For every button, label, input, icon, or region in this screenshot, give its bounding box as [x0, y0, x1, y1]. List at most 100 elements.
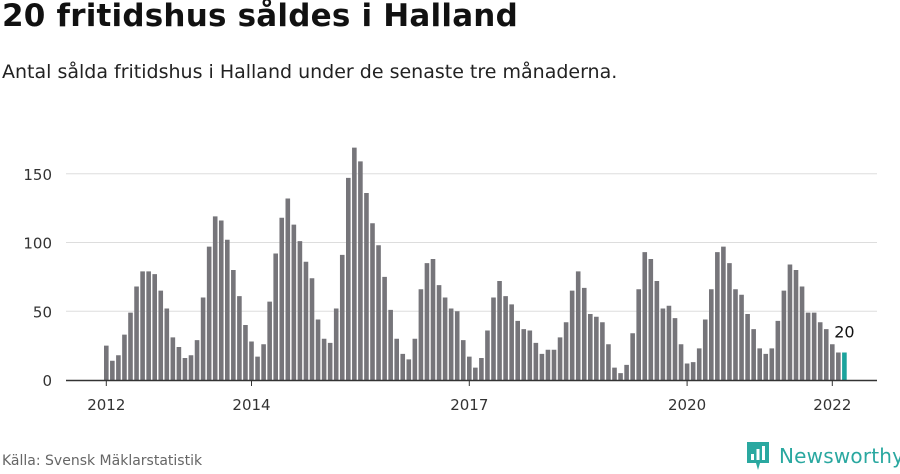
bar	[128, 312, 133, 381]
brand-name: Newsworthy	[779, 444, 900, 468]
bar	[394, 338, 399, 380]
bar	[684, 363, 690, 380]
grid-lines	[66, 173, 877, 312]
bar	[660, 308, 666, 380]
bar	[648, 259, 654, 380]
bar-chart: 0 50 100 150 2012 2014 2017 2020 2022 20	[23, 147, 877, 414]
bar	[200, 297, 206, 380]
bar	[352, 147, 357, 381]
bar	[672, 318, 678, 381]
bar	[297, 241, 303, 381]
bar	[690, 362, 696, 381]
bar	[485, 330, 490, 380]
x-tick-label: 2012	[87, 396, 125, 414]
bar	[460, 340, 466, 381]
y-tick-label: 100	[23, 235, 52, 253]
bar	[225, 239, 230, 380]
bar	[339, 254, 345, 381]
bar	[467, 356, 472, 381]
bar	[739, 294, 744, 380]
bar	[255, 356, 260, 381]
bar	[110, 360, 115, 380]
bar	[769, 348, 775, 381]
bars	[104, 147, 847, 381]
bar	[527, 330, 533, 380]
bar	[267, 301, 272, 381]
bar	[261, 344, 266, 380]
bar	[442, 297, 448, 380]
bar	[473, 367, 478, 381]
bar	[624, 364, 629, 381]
bar	[309, 278, 315, 380]
bar	[104, 345, 109, 381]
bar	[122, 334, 127, 381]
bar	[515, 320, 520, 381]
bar	[333, 308, 339, 380]
bar	[152, 274, 157, 381]
bar	[479, 358, 484, 380]
bar	[642, 252, 648, 381]
bar	[188, 355, 194, 380]
y-axis-ticks: 0 50 100 150	[23, 166, 52, 390]
bar	[430, 259, 436, 380]
bar-highlight	[842, 352, 847, 380]
bar	[709, 289, 714, 380]
bar	[630, 333, 635, 380]
bar	[757, 348, 762, 381]
bar	[836, 352, 841, 380]
x-tick-label: 2022	[813, 396, 851, 414]
x-tick-label: 2014	[232, 396, 270, 414]
bar	[618, 373, 623, 381]
last-value-label: 20	[834, 323, 854, 342]
bar	[811, 312, 817, 381]
bar	[799, 286, 805, 380]
bar	[327, 342, 333, 381]
bar	[412, 338, 418, 380]
bar	[727, 263, 732, 381]
bar	[273, 253, 278, 380]
bar	[817, 322, 823, 380]
bar	[194, 340, 200, 381]
bar	[376, 245, 381, 380]
bar	[781, 290, 787, 381]
bar	[666, 305, 672, 380]
bar	[563, 322, 569, 380]
source-note: Källa: Svensk Mäklarstatistik	[2, 453, 203, 469]
bar	[715, 252, 720, 381]
bar	[696, 348, 702, 381]
y-tick-label: 50	[33, 303, 52, 321]
bar	[358, 161, 363, 381]
bar	[521, 329, 527, 381]
bar	[606, 344, 611, 380]
bar	[509, 304, 514, 381]
bar	[751, 329, 756, 381]
bar	[279, 217, 285, 380]
bar	[545, 349, 551, 380]
bar	[733, 289, 738, 380]
bar	[654, 281, 660, 380]
bar	[775, 320, 781, 381]
bar	[249, 341, 254, 380]
bar	[400, 353, 406, 381]
bar	[418, 289, 424, 380]
bar	[140, 271, 145, 381]
bar	[158, 290, 164, 381]
bar	[763, 353, 769, 381]
bar	[388, 309, 393, 381]
bar	[600, 322, 605, 380]
x-tick-label: 2020	[668, 396, 706, 414]
bar	[491, 297, 496, 380]
brand-logo[interactable]: Newsworthy	[745, 441, 900, 471]
bar	[533, 342, 539, 381]
bar	[557, 337, 563, 381]
bar	[497, 281, 502, 380]
bar	[503, 296, 508, 381]
bar	[569, 290, 575, 381]
bar	[146, 271, 151, 381]
bar	[575, 271, 581, 381]
bar	[370, 223, 375, 380]
bar	[170, 337, 176, 381]
bar	[539, 353, 545, 381]
bar	[581, 287, 587, 381]
x-tick-label: 2017	[450, 396, 488, 414]
